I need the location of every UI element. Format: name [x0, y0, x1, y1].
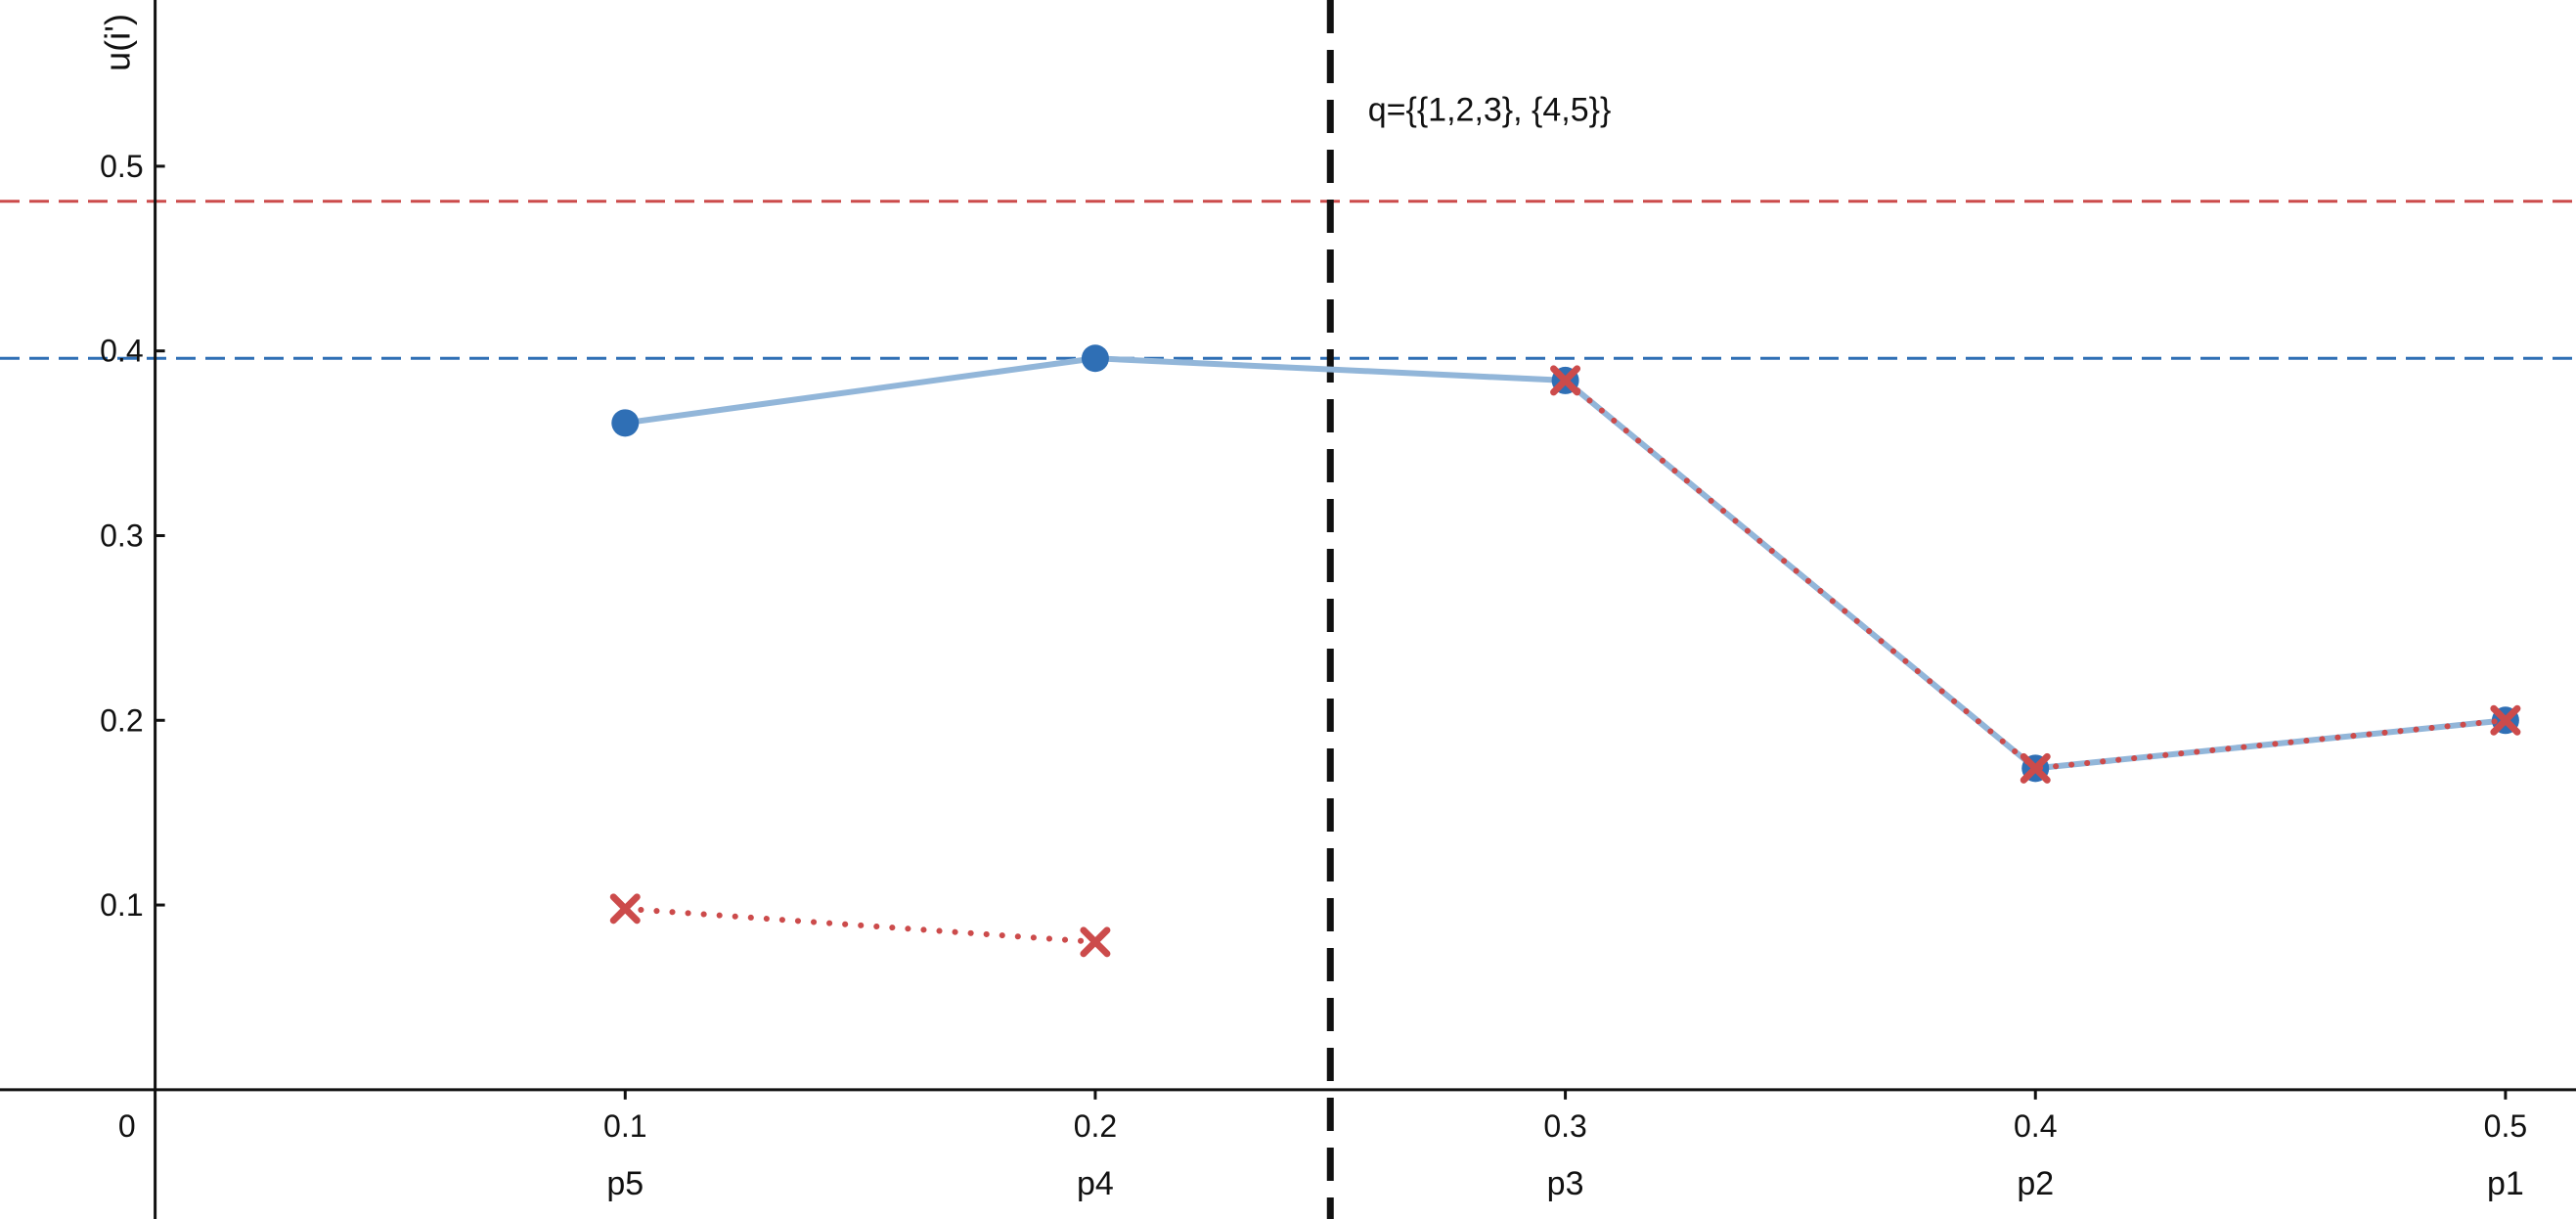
category-label: p1: [2487, 1165, 2524, 1202]
data-point-x-marker: [2490, 704, 2521, 736]
category-label: p5: [606, 1165, 644, 1202]
data-point-x-marker: [2020, 752, 2051, 784]
x-marker-stroke: [1550, 365, 1581, 396]
y-tick-label: 0.5: [100, 149, 143, 184]
x-tick-label: 0.1: [603, 1108, 646, 1144]
x-tick-label: 0.3: [1543, 1108, 1586, 1144]
partition-annotation: q={{1,2,3}, {4,5}}: [1368, 91, 1612, 128]
category-label: p2: [2017, 1165, 2054, 1202]
y-tick-label: 0.1: [100, 887, 143, 923]
series-blue-line: [622, 355, 2509, 772]
data-point-circle: [1081, 344, 1109, 373]
x-tick-label: 0: [118, 1108, 136, 1144]
y-tick-label: 0.3: [100, 518, 143, 553]
y-tick-label: 0.4: [100, 334, 143, 369]
x-marker-stroke: [2490, 704, 2521, 736]
labels: 0 0.1 0.2 0.3 0.4 0.5 0.1 0.2 0.3 0.4 0.5 p5 p4 p3 p2 p…: [98, 14, 2528, 1202]
x-tick-label: 0.4: [2014, 1108, 2057, 1144]
x-marker-stroke: [2020, 752, 2051, 784]
series-red-dotted-line: [622, 905, 1098, 945]
x-marker-stroke: [1080, 926, 1111, 958]
category-label: p4: [1077, 1165, 1114, 1202]
series-red-dotted-line: [1562, 377, 2509, 772]
data-point-x-marker: [609, 893, 641, 925]
x-tick-label: 0.2: [1074, 1108, 1117, 1144]
x-marker-stroke: [609, 893, 641, 925]
data-point-circle: [611, 409, 640, 437]
y-tick-label: 0.2: [100, 702, 143, 738]
x-tick-label: 0.5: [2484, 1108, 2527, 1144]
series: [609, 344, 2521, 958]
data-point-x-marker: [1080, 926, 1111, 958]
category-label: p3: [1547, 1165, 1584, 1202]
y-axis-label: u(i'): [98, 14, 138, 71]
data-point-x-marker: [1550, 365, 1581, 396]
